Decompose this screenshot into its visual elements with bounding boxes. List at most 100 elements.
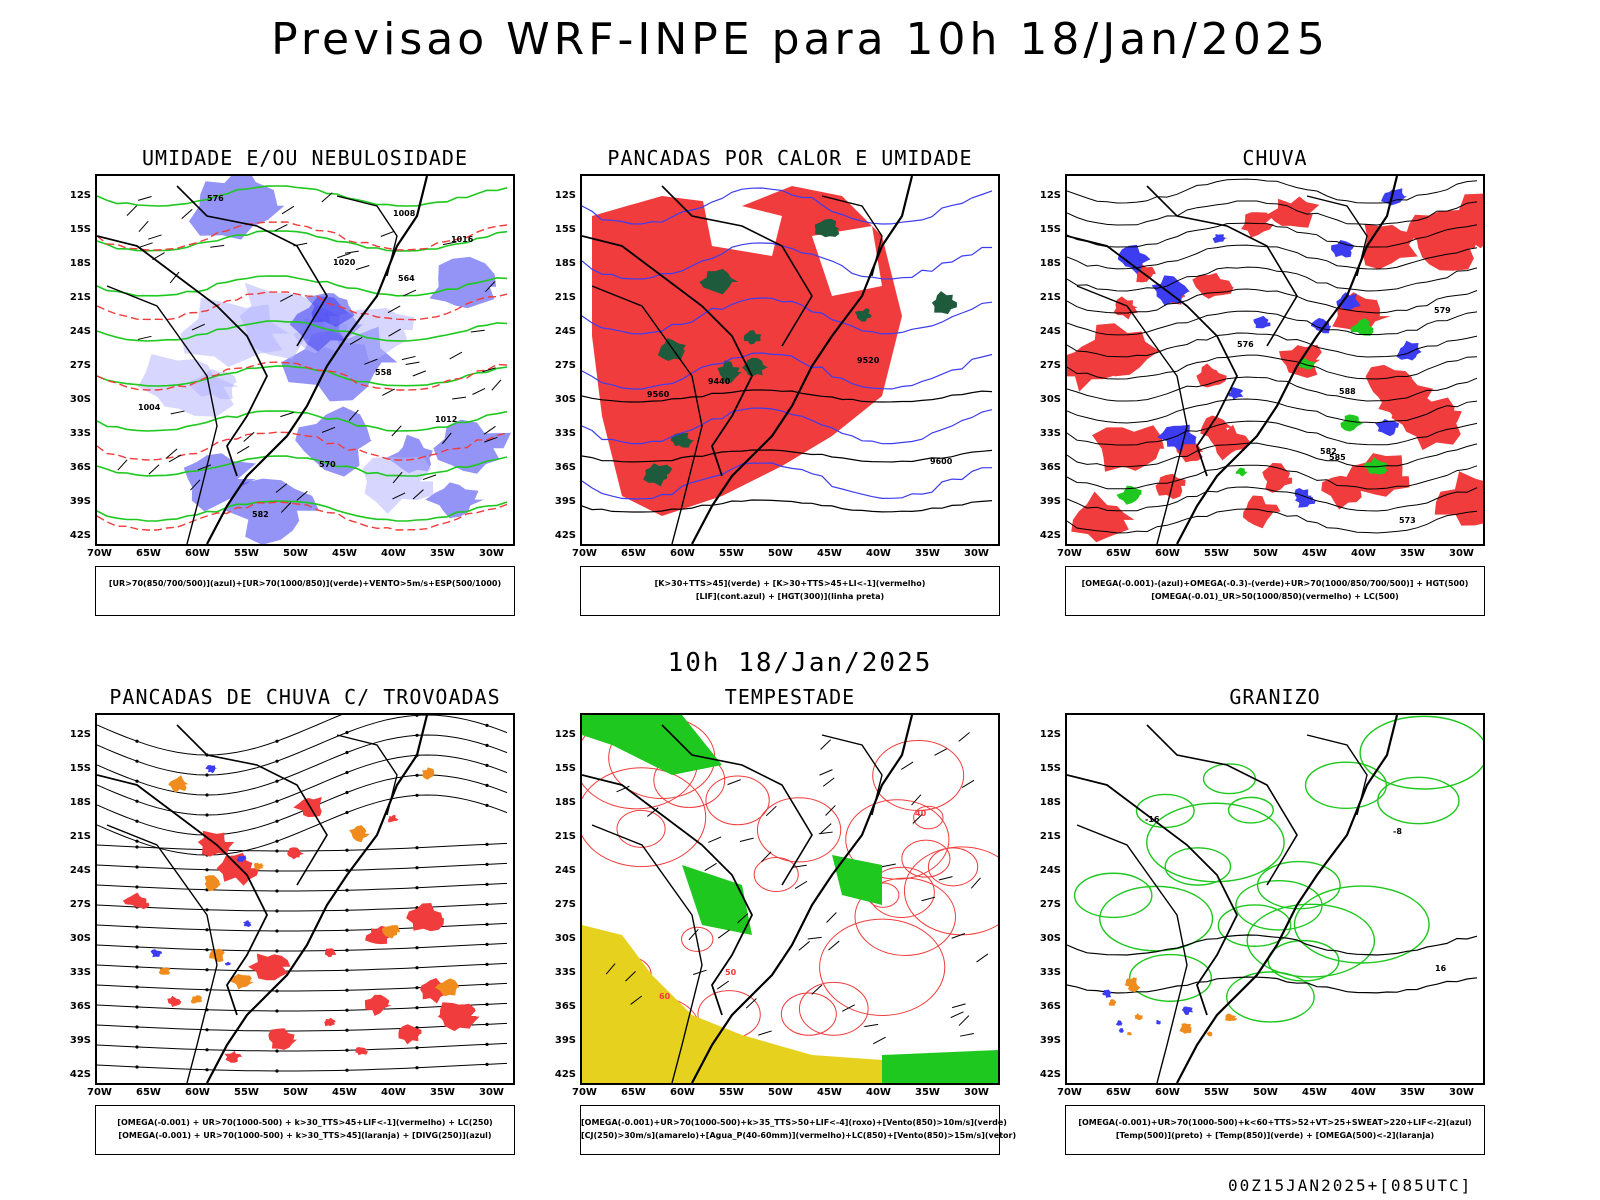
- flow-arrowhead: [135, 985, 139, 989]
- flow-arrowhead: [345, 908, 349, 912]
- latitude-label: 33S: [69, 967, 91, 978]
- wind-vector: [792, 864, 807, 868]
- convection-area: [381, 925, 401, 939]
- flow-arrowhead: [345, 928, 349, 932]
- longitude-label: 45W: [332, 1087, 357, 1098]
- convection-area: [168, 775, 189, 793]
- thunderstorm-area: [406, 903, 444, 932]
- height-contour: [1067, 200, 1478, 226]
- hail-omega-area: [1124, 977, 1138, 987]
- flow-arrowhead: [485, 922, 489, 926]
- map-area: 1012 1016 1020 1004 1008 576 570 582 564 558: [95, 174, 515, 546]
- rain-area: [1406, 210, 1461, 257]
- rain-area: [1241, 212, 1274, 238]
- legend-line: [Temp(500)](preto) + [Temp(850)](verde) …: [1115, 1131, 1435, 1140]
- panel-tempestade: TEMPESTADE 12S 15S 18S 21S 24S 27S 30S 33S 36S 39…: [555, 685, 1016, 1165]
- hail-omega-area: [1127, 1031, 1133, 1036]
- rain-area: [1196, 363, 1227, 388]
- streamline: [97, 734, 508, 796]
- map-svg: [97, 715, 508, 1083]
- latitude-label: 18S: [69, 258, 91, 269]
- coastline: [206, 176, 429, 544]
- divergence-area: [237, 855, 247, 862]
- temperature-850-contour: [1164, 847, 1232, 886]
- flow-arrowhead: [205, 1028, 209, 1032]
- longitude-label: 40W: [1351, 1087, 1376, 1098]
- flow-arrowhead: [485, 962, 489, 966]
- temperature-500-contour: [1067, 934, 1478, 956]
- coastline: [691, 176, 914, 544]
- wind-vector: [401, 355, 416, 361]
- wind-vector: [337, 252, 351, 259]
- flow-arrowhead: [415, 966, 419, 970]
- wind-vector: [811, 984, 823, 995]
- strong-omega-area: [1340, 414, 1364, 432]
- longitude-axis: 70W 65W 60W 55W 50W 45W 40W 35W 30W: [572, 1087, 1000, 1101]
- wind-vector: [828, 940, 840, 951]
- strong-omega-area: [1298, 358, 1315, 370]
- low-level-humidity-contour: [97, 185, 508, 207]
- water-content-contour: [582, 767, 707, 868]
- longitude-label: 35W: [430, 1087, 455, 1098]
- longitude-label: 70W: [87, 548, 112, 559]
- latitude-label: 24S: [1039, 326, 1061, 337]
- flow-arrowhead: [135, 839, 139, 843]
- contour-label: 558: [375, 368, 392, 377]
- flow-arrowhead: [415, 866, 419, 870]
- flow-arrowhead: [415, 846, 419, 850]
- water-content-contour: [753, 857, 799, 892]
- wind-vector: [798, 941, 810, 951]
- streamline: [97, 862, 508, 872]
- flow-arrowhead: [345, 1008, 349, 1012]
- flow-arrowhead: [485, 882, 489, 886]
- wind-vector: [912, 813, 924, 824]
- map-area: -16 -8 16: [1065, 713, 1485, 1085]
- flow-arrowhead: [345, 770, 349, 775]
- contour-label: 1008: [393, 209, 416, 218]
- border-line: [106, 285, 218, 544]
- contour-label: 579: [1434, 306, 1451, 315]
- longitude-label: 30W: [964, 1087, 989, 1098]
- rain-area: [1391, 391, 1455, 437]
- latitude-label: 33S: [1039, 967, 1061, 978]
- temperature-850-contour: [1146, 802, 1285, 883]
- flow-arrowhead: [275, 849, 279, 853]
- latitude-label: 42S: [69, 530, 91, 541]
- latitude-label: 18S: [1039, 258, 1061, 269]
- temperature-850-contour: [1246, 903, 1376, 978]
- longitude-label: 30W: [479, 1087, 504, 1098]
- instability-area: [643, 463, 673, 487]
- longitude-axis: 70W 65W 60W 55W 50W 45W 40W 35W 30W: [87, 548, 515, 562]
- flow-arrowhead: [205, 793, 209, 797]
- panel-chuva: CHUVA 12S 15S 18S 21S 24S 27S 30S 33S 36S 39S 42S …: [1040, 146, 1485, 626]
- latitude-label: 12S: [69, 190, 91, 201]
- wind-vector: [117, 459, 128, 471]
- hail-area: [1101, 989, 1112, 998]
- lifted-index-contour: [582, 297, 993, 335]
- instability-area: [657, 337, 686, 361]
- hail-area: [1155, 1019, 1161, 1025]
- flow-arrowhead: [135, 819, 139, 823]
- wind-vector: [745, 998, 757, 1009]
- wind-vector: [281, 205, 295, 215]
- longitude-label: 50W: [1253, 548, 1278, 559]
- flow-arrowhead: [415, 1066, 419, 1070]
- border-line: [1306, 195, 1368, 277]
- wind-vector: [951, 933, 966, 939]
- wind-vector: [958, 732, 970, 742]
- wind-vector: [191, 323, 206, 331]
- wind-vector: [452, 396, 467, 400]
- wind-vector: [275, 483, 288, 493]
- legend-box: [K>30+TTS>45](verde) + [K>30+TTS>45+LI<-…: [580, 566, 1000, 616]
- flow-arrowhead: [135, 945, 139, 949]
- wind-vector: [470, 329, 485, 333]
- divergence-area: [150, 949, 163, 958]
- flow-arrowhead: [135, 845, 139, 849]
- longitude-label: 60W: [1155, 1087, 1180, 1098]
- omega-area: [1227, 387, 1244, 400]
- map-svg: -16 -8 16: [1067, 715, 1483, 1083]
- flow-arrowhead: [345, 1068, 349, 1072]
- lifted-index-contour: [582, 352, 993, 390]
- longitude-label: 30W: [1449, 1087, 1474, 1098]
- contour-label: 40: [915, 809, 927, 818]
